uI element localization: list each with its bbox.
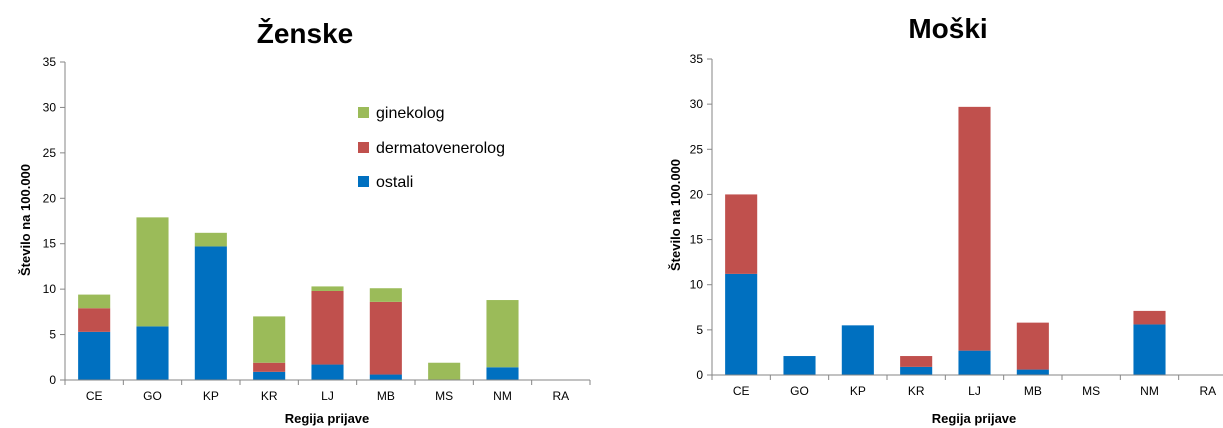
bar-nm-ostali bbox=[486, 367, 519, 380]
bar-mb-dermatovenerolog bbox=[1016, 322, 1049, 370]
bar-kp-ginekolog bbox=[194, 232, 227, 247]
x-tick-label-nm: NM bbox=[1140, 384, 1159, 398]
y-tick-label: 10 bbox=[690, 278, 704, 292]
x-tick-label-ce: CE bbox=[733, 384, 750, 398]
bar-kr-ostali bbox=[900, 366, 933, 375]
bar-kr-dermatovenerolog bbox=[900, 356, 933, 367]
bar-kp-ostali bbox=[841, 325, 874, 375]
x-tick-label-ra: RA bbox=[552, 389, 569, 403]
chart-title: Ženske bbox=[257, 18, 354, 49]
bars-group bbox=[725, 106, 1166, 375]
y-tick-label: 15 bbox=[43, 237, 57, 251]
y-axis: 0 5 10 15 20 25 30 35 bbox=[43, 55, 66, 387]
y-tick-label: 30 bbox=[690, 97, 704, 111]
bar-go-ginekolog bbox=[136, 217, 169, 327]
bars-group bbox=[78, 217, 519, 380]
bar-ce-ostali bbox=[725, 273, 758, 375]
bar-kr-ginekolog bbox=[253, 316, 286, 363]
y-tick-label: 20 bbox=[690, 187, 704, 201]
bar-nm-ostali bbox=[1133, 324, 1166, 375]
y-tick-label: 5 bbox=[696, 323, 703, 337]
x-tick-label-ce: CE bbox=[86, 389, 103, 403]
y-tick-label: 15 bbox=[690, 233, 704, 247]
y-tick-label: 25 bbox=[43, 146, 57, 160]
x-tick-label-go: GO bbox=[790, 384, 809, 398]
bar-lj-ostali bbox=[958, 350, 991, 375]
bar-lj-dermatovenerolog bbox=[958, 106, 991, 351]
x-tick-label-kp: KP bbox=[203, 389, 219, 403]
x-tick-label-go: GO bbox=[143, 389, 162, 403]
bar-ce-dermatovenerolog bbox=[78, 308, 111, 332]
y-tick-label: 10 bbox=[43, 282, 57, 296]
bar-mb-ginekolog bbox=[369, 288, 402, 302]
x-tick-label-ra: RA bbox=[1199, 384, 1216, 398]
bar-nm-ginekolog bbox=[486, 300, 519, 368]
y-tick-label: 35 bbox=[690, 52, 704, 66]
legend-swatch-ginekolog bbox=[358, 107, 369, 118]
y-tick-label: 0 bbox=[49, 373, 56, 387]
x-axis-label: Regija prijave bbox=[932, 411, 1017, 426]
legend-swatch-ostali bbox=[358, 176, 369, 187]
bar-lj-ostali bbox=[311, 364, 344, 380]
bar-ce-dermatovenerolog bbox=[725, 194, 758, 274]
y-axis-label: Število na 100.000 bbox=[18, 164, 33, 276]
bar-ms-ginekolog bbox=[428, 362, 461, 380]
legend: ginekolog dermatovenerolog ostali bbox=[358, 105, 505, 191]
bar-kr-dermatovenerolog bbox=[253, 362, 286, 372]
bar-mb-dermatovenerolog bbox=[369, 301, 402, 375]
y-axis-label: Število na 100.000 bbox=[668, 159, 683, 271]
x-tick-label-kp: KP bbox=[850, 384, 866, 398]
x-tick-label-lj: LJ bbox=[968, 384, 981, 398]
x-tick-label-nm: NM bbox=[493, 389, 512, 403]
bar-go-ostali bbox=[136, 326, 169, 380]
bar-go-ostali bbox=[783, 356, 816, 375]
legend-swatch-dermatovenerolog bbox=[358, 142, 369, 153]
x-tick-label-mb: MB bbox=[377, 389, 395, 403]
bar-lj-dermatovenerolog bbox=[311, 290, 344, 365]
y-tick-label: 25 bbox=[690, 142, 704, 156]
y-tick-label: 5 bbox=[49, 328, 56, 342]
chart-title: Moški bbox=[908, 13, 987, 44]
legend-label-ostali: ostali bbox=[376, 174, 413, 191]
bar-ce-ginekolog bbox=[78, 294, 111, 309]
bar-mb-ostali bbox=[1016, 369, 1049, 375]
bar-ce-ostali bbox=[78, 331, 111, 380]
y-tick-label: 20 bbox=[43, 191, 57, 205]
bar-nm-dermatovenerolog bbox=[1133, 310, 1166, 325]
x-tick-label-ms: MS bbox=[1082, 384, 1100, 398]
y-axis: 0 5 10 15 20 25 30 35 bbox=[690, 52, 713, 382]
x-axis: CE GO KP KR LJ MB MS NM RA bbox=[711, 374, 1223, 398]
x-axis: CE GO KP KR LJ MB MS NM RA bbox=[64, 379, 591, 403]
chart-zenske: Ženske 0 5 10 15 20 25 30 35 CE GO KP KR LJ MB MS NM RA… bbox=[18, 18, 591, 426]
x-tick-label-mb: MB bbox=[1024, 384, 1042, 398]
bar-kp-ostali bbox=[194, 246, 227, 380]
y-tick-label: 35 bbox=[43, 55, 57, 69]
legend-label-ginekolog: ginekolog bbox=[376, 105, 445, 122]
x-axis-label: Regija prijave bbox=[285, 411, 370, 426]
bar-lj-ginekolog bbox=[311, 286, 344, 291]
x-tick-label-lj: LJ bbox=[321, 389, 334, 403]
y-tick-label: 0 bbox=[696, 368, 703, 382]
x-tick-label-ms: MS bbox=[435, 389, 453, 403]
legend-label-dermatovenerolog: dermatovenerolog bbox=[376, 140, 505, 157]
bar-kr-ostali bbox=[253, 371, 286, 380]
y-tick-label: 30 bbox=[43, 100, 57, 114]
bar-mb-ostali bbox=[369, 374, 402, 380]
x-tick-label-kr: KR bbox=[261, 389, 278, 403]
x-tick-label-kr: KR bbox=[908, 384, 925, 398]
